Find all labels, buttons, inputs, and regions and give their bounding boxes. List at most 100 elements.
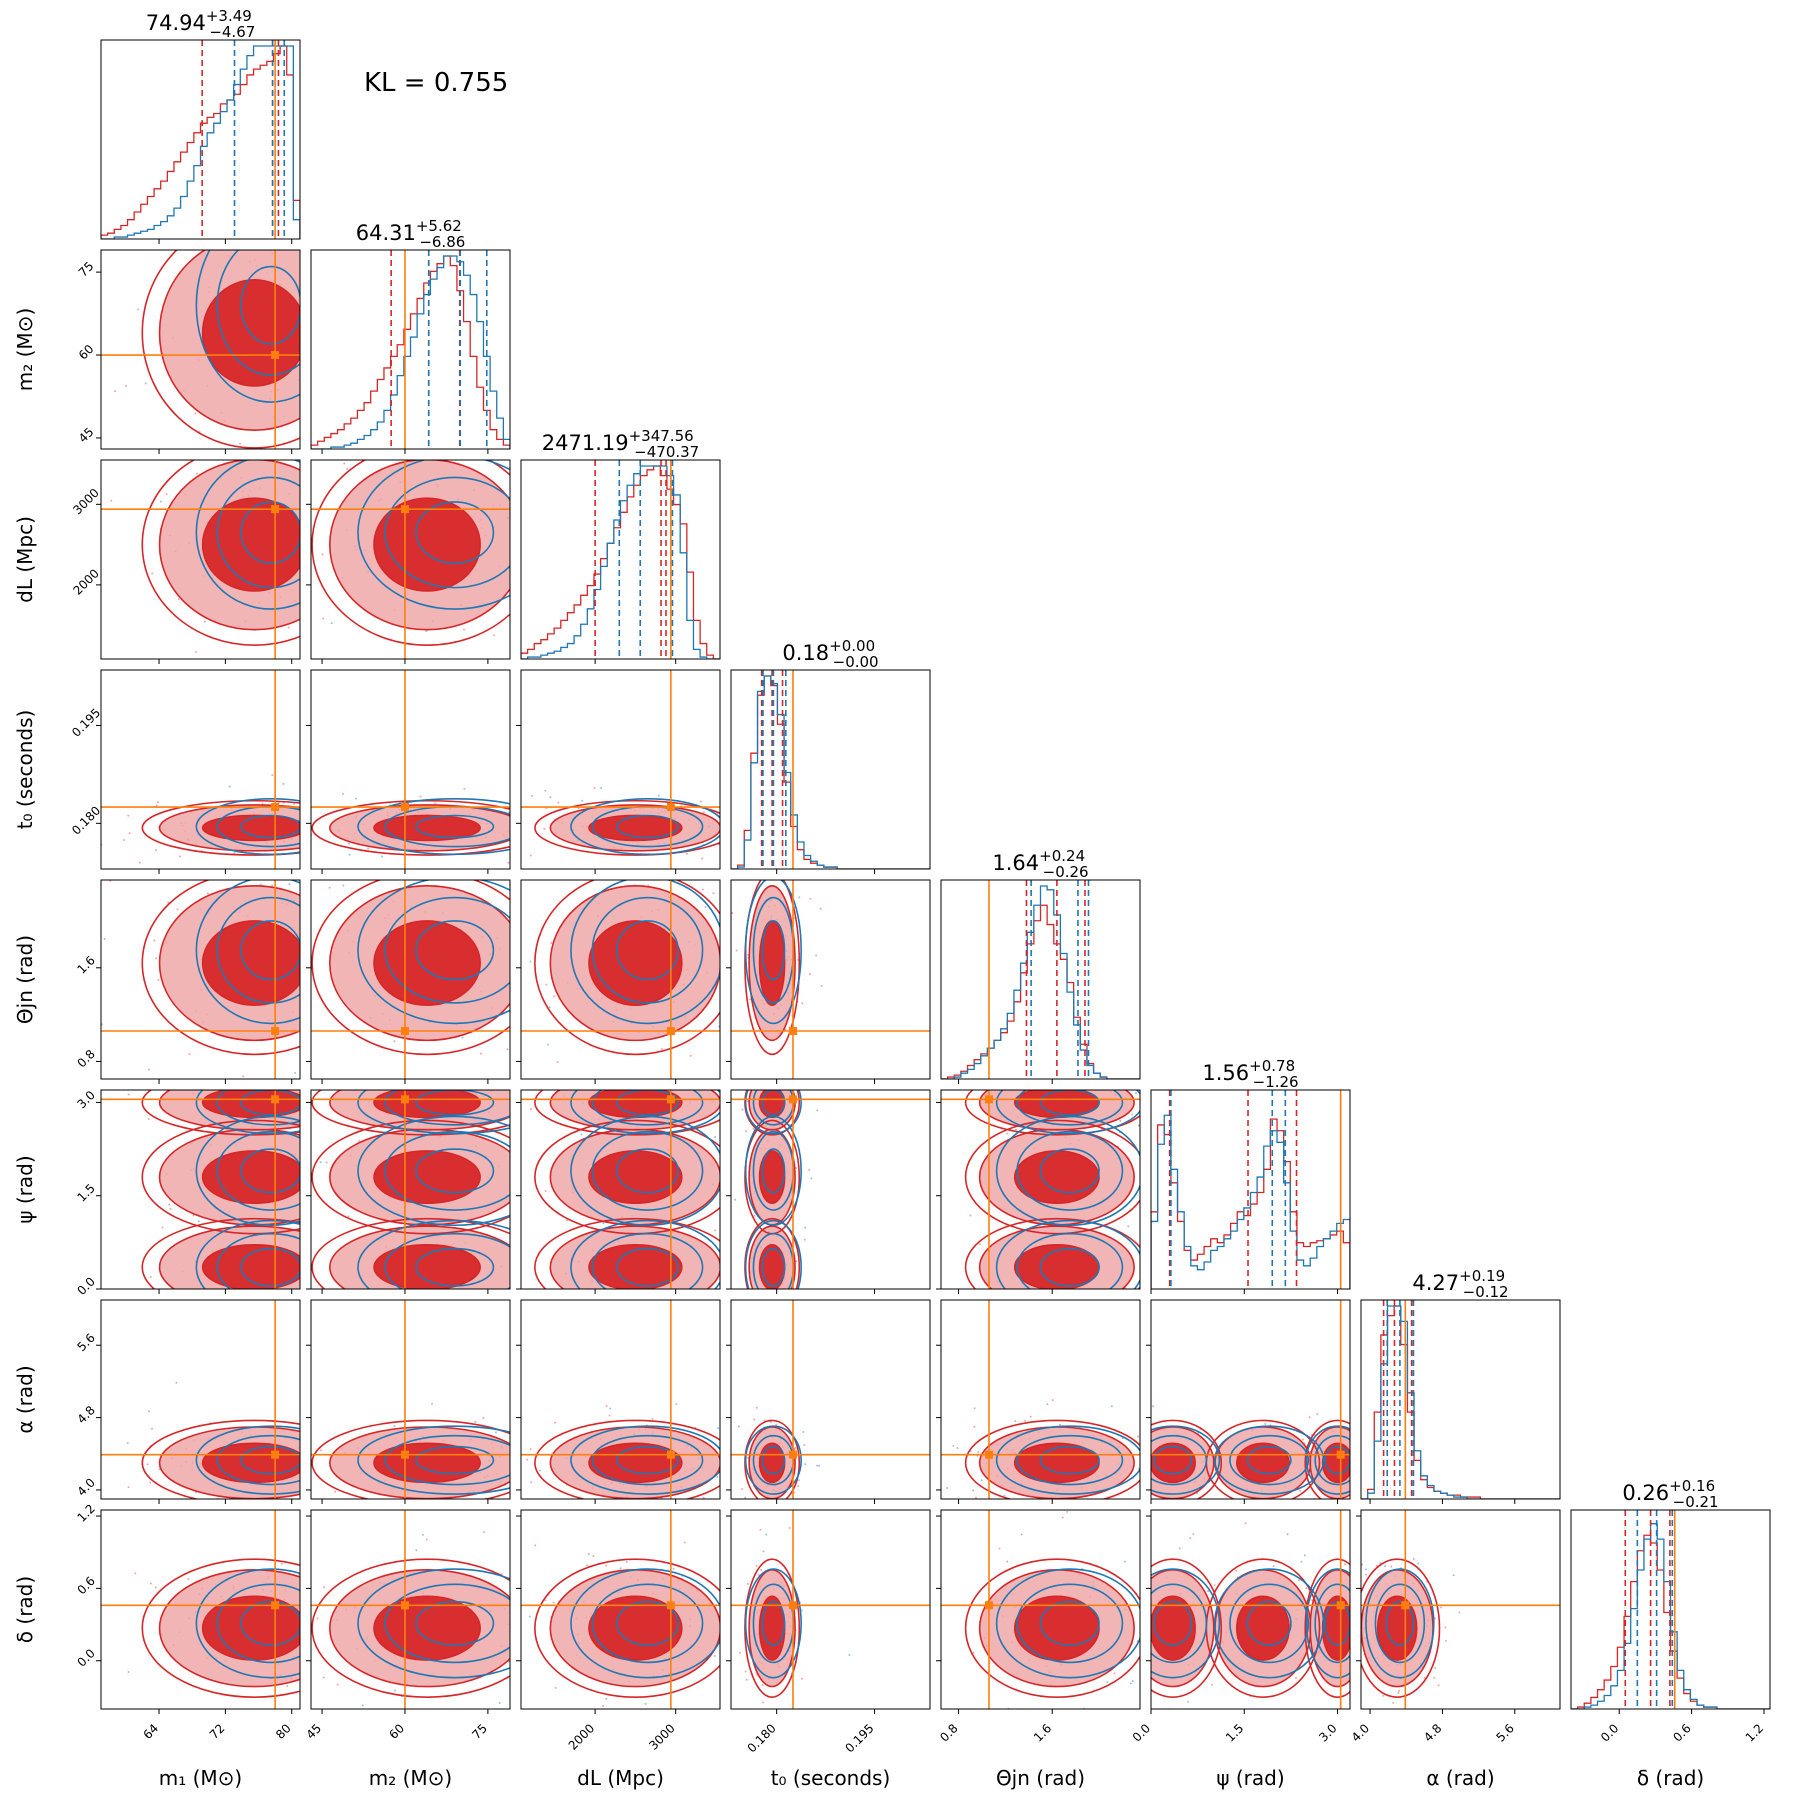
scatter-point xyxy=(1022,1063,1024,1065)
scatter-point xyxy=(1458,1611,1461,1614)
scatter-point xyxy=(306,271,308,273)
scatter-point xyxy=(238,442,241,445)
scatter-point xyxy=(605,1404,608,1407)
scatter-point xyxy=(544,1647,546,1649)
y-axis-label-delta: δ (rad) xyxy=(13,1576,37,1643)
scatter-point xyxy=(207,855,209,857)
scatter-point xyxy=(1350,1454,1352,1456)
contour-red-inner xyxy=(373,1090,481,1119)
x-tick-label-theta_jn: 1.6 xyxy=(1031,1721,1054,1744)
scatter-point xyxy=(323,1586,326,1589)
scatter-point xyxy=(745,1130,748,1133)
x-tick-label-t0: 0.180 xyxy=(745,1721,779,1755)
scatter-point xyxy=(320,289,322,291)
scatter-point xyxy=(147,1117,150,1120)
scatter-point xyxy=(304,827,306,829)
x-tick-label-alpha: 5.6 xyxy=(1493,1721,1516,1744)
scatter-point xyxy=(530,840,532,842)
scatter-point xyxy=(507,861,510,864)
scatter-point xyxy=(317,1440,319,1442)
scatter-point xyxy=(315,1634,317,1636)
scatter-point xyxy=(1061,1516,1064,1519)
x-axis-label-delta: δ (rad) xyxy=(1637,1766,1704,1790)
y-tick-label-theta_jn: 0.8 xyxy=(74,1047,97,1070)
scatter-point xyxy=(727,901,729,903)
scatter-point xyxy=(1365,1568,1368,1571)
scatter-point xyxy=(1178,1547,1181,1550)
y-axis-label-t0: t₀ (seconds) xyxy=(13,710,37,830)
scatter-point xyxy=(1148,1468,1150,1470)
scatter-point xyxy=(803,1238,806,1241)
scatter-point xyxy=(760,1070,762,1072)
scatter-point xyxy=(762,1054,764,1056)
scatter-point xyxy=(731,912,734,915)
scatter-point xyxy=(591,1315,593,1317)
scatter-point xyxy=(804,1463,807,1466)
scatter-point xyxy=(320,1449,323,1452)
scatter-point xyxy=(294,1071,297,1074)
scatter-point xyxy=(311,517,313,519)
scatter-point xyxy=(322,617,325,620)
scatter-point xyxy=(650,1076,652,1078)
scatter-point xyxy=(511,1078,513,1080)
title-median-psi: 1.56 xyxy=(1202,1061,1249,1085)
scatter-point xyxy=(1141,1191,1143,1193)
scatter-point xyxy=(333,808,335,810)
scatter-point xyxy=(172,178,174,180)
scatter-point xyxy=(899,1222,901,1224)
scatter-point xyxy=(1131,1523,1133,1525)
scatter-point xyxy=(761,1683,764,1686)
scatter-point xyxy=(1213,1584,1216,1587)
scatter-point xyxy=(203,620,206,623)
scatter-point xyxy=(1351,1622,1353,1624)
scatter-point xyxy=(1014,1128,1017,1131)
scatter-point xyxy=(442,875,444,877)
scatter-point xyxy=(1286,1533,1289,1536)
y-tick-label-t0: 0.180 xyxy=(69,803,103,837)
scatter-point xyxy=(735,949,738,952)
scatter-point xyxy=(1106,1681,1109,1684)
x-tick-label-alpha: 4.8 xyxy=(1421,1721,1444,1744)
scatter-point xyxy=(578,1081,580,1083)
scatter-point xyxy=(336,1319,338,1321)
scatter-point xyxy=(727,1471,729,1473)
scatter-point xyxy=(335,499,337,501)
scatter-point xyxy=(532,515,534,517)
truth-marker xyxy=(400,803,409,812)
scatter-point xyxy=(307,1632,309,1634)
scatter-point xyxy=(468,1082,470,1084)
scatter-point xyxy=(329,452,331,454)
scatter-point xyxy=(194,412,197,415)
y-tick-label-m2: 75 xyxy=(76,259,97,280)
scatter-point xyxy=(701,888,704,891)
scatter-point xyxy=(1046,1403,1049,1406)
scatter-point xyxy=(492,634,495,637)
scatter-point xyxy=(1294,1676,1297,1679)
scatter-point xyxy=(524,1629,526,1631)
scatter-point xyxy=(753,1214,756,1217)
scatter-point xyxy=(529,1447,532,1450)
hist-blue-psi xyxy=(1151,1114,1350,1289)
scatter-point xyxy=(973,1425,976,1428)
scatter-point xyxy=(295,429,297,431)
scatter-point xyxy=(1444,1626,1447,1629)
scatter-point xyxy=(980,1479,983,1482)
scatter-point xyxy=(178,855,181,858)
hist-red-t0 xyxy=(731,675,930,869)
y-axis-label-theta_jn: Θjn (rad) xyxy=(13,935,37,1024)
scatter-point xyxy=(480,1081,482,1083)
scatter-point xyxy=(357,1139,360,1142)
scatter-point xyxy=(348,1420,350,1422)
scatter-point xyxy=(1382,1694,1385,1697)
scatter-point xyxy=(239,1291,241,1293)
scatter-point xyxy=(1143,1232,1145,1234)
scatter-point xyxy=(513,990,515,992)
scatter-point xyxy=(168,673,170,675)
scatter-point xyxy=(150,1427,153,1430)
scatter-point xyxy=(797,1485,800,1488)
contour-red-inner xyxy=(373,1244,481,1289)
scatter-point xyxy=(242,1075,245,1078)
y-axis-label-psi: ψ (rad) xyxy=(13,1155,37,1223)
scatter-point xyxy=(755,1406,758,1409)
scatter-point xyxy=(1059,1423,1062,1426)
